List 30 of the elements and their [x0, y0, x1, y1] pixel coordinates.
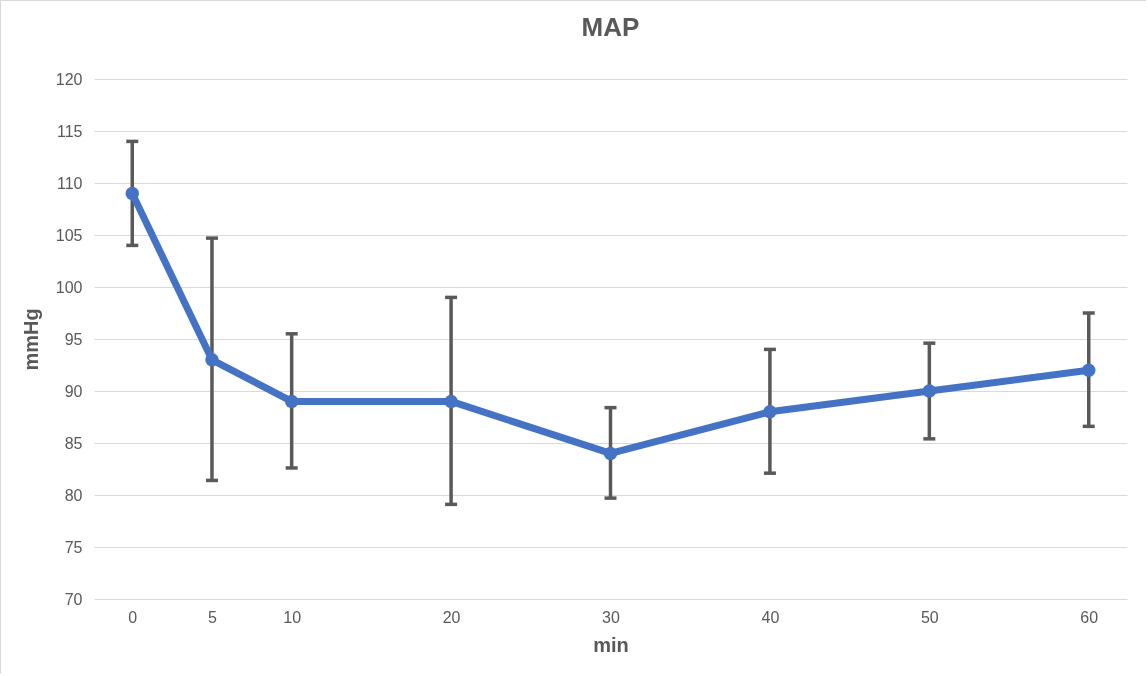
y-tick-label: 80 [64, 486, 83, 504]
point [205, 353, 219, 367]
y-tick-label: 110 [56, 174, 83, 192]
chart-title: MAP [581, 12, 640, 42]
y-tick-label: 75 [64, 538, 83, 556]
x-tick-label: 50 [920, 608, 939, 626]
x-tick-label: 5 [208, 608, 218, 626]
y-tick-label: 120 [55, 70, 83, 88]
y-tick-label: 100 [55, 278, 83, 296]
point [284, 394, 299, 409]
x-tick-label: 40 [761, 608, 780, 626]
x-tick-label: 30 [602, 608, 620, 626]
y-tick-label: 105 [55, 226, 83, 244]
x-tick-label: 10 [283, 608, 302, 626]
y-tick-label: 85 [64, 434, 83, 452]
point [1082, 363, 1096, 377]
point [444, 394, 458, 409]
x-axis-title: min [593, 633, 629, 656]
y-tick-label: 115 [56, 122, 83, 140]
y-tick-label: 95 [64, 330, 83, 348]
x-tick-label: 20 [442, 608, 461, 626]
x-tick-label: 60 [1080, 608, 1099, 626]
point [125, 186, 139, 201]
y-tick-label: 90 [64, 382, 83, 400]
y-tick-label: 70 [64, 590, 83, 608]
point [763, 405, 777, 419]
point [922, 384, 937, 398]
x-tick-label: 0 [128, 608, 138, 626]
y-axis-title: mmHg [19, 308, 42, 371]
point [603, 446, 618, 461]
